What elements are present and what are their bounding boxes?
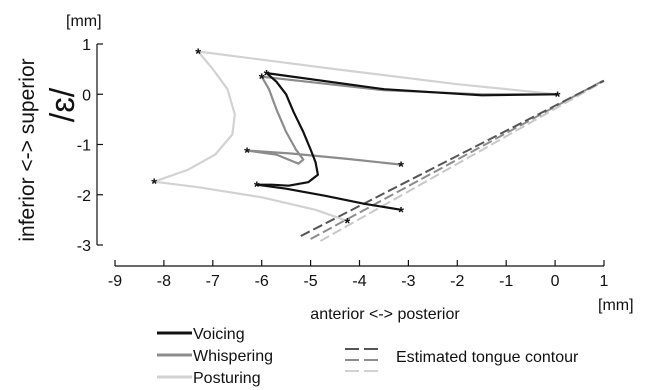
data-curves: ********** bbox=[151, 46, 605, 242]
legend-label-posturing: Posturing bbox=[193, 370, 261, 387]
series-posturing-marker: * bbox=[344, 215, 350, 232]
y-tick-label: -1 bbox=[77, 138, 91, 155]
x-tick-label: -7 bbox=[206, 273, 220, 290]
y-tick-label: -3 bbox=[77, 238, 91, 255]
series-posturing-line-3 bbox=[153, 180, 349, 222]
series-whispering-line-3 bbox=[245, 149, 403, 166]
y-tick-label: -2 bbox=[77, 188, 91, 205]
x-tick-label: -3 bbox=[401, 273, 415, 290]
x-tick-label: -6 bbox=[255, 273, 269, 290]
x-tick-label: -8 bbox=[157, 273, 171, 290]
y-axis-label: inferior <-> superior bbox=[16, 58, 39, 241]
series-voicing-line-2 bbox=[255, 71, 319, 187]
series-posturing-line-2 bbox=[153, 50, 236, 183]
vowel-label: /ɛ/ bbox=[44, 87, 82, 122]
series-whispering-marker: * bbox=[259, 71, 265, 88]
series-voicing-line-1 bbox=[265, 71, 559, 97]
series-posturing-marker: * bbox=[195, 46, 201, 63]
x-unit-label: [mm] bbox=[598, 297, 634, 314]
legend-label-contour: Estimated tongue contour bbox=[396, 349, 579, 366]
legend: Voicing Whispering Posturing Estimated t… bbox=[157, 326, 579, 387]
y-unit-label: [mm] bbox=[66, 13, 102, 30]
x-tick-label: -9 bbox=[108, 273, 122, 290]
series-voicing-marker: * bbox=[398, 204, 404, 221]
series-posturing-line-1 bbox=[197, 50, 559, 96]
y-tick-label: 0 bbox=[82, 87, 91, 104]
x-tick-label: -2 bbox=[450, 273, 464, 290]
series-whispering-line-2 bbox=[245, 75, 305, 165]
tongue-contour-posturing bbox=[319, 80, 605, 242]
x-tick-label: 0 bbox=[551, 273, 560, 290]
series-voicing-marker: * bbox=[555, 88, 561, 105]
x-tick-label: -1 bbox=[499, 273, 513, 290]
x-tick-label: -5 bbox=[303, 273, 317, 290]
axes: -9 -8 -7 -6 -5 -4 -3 -2 -1 0 1 1 0 -1 -2 -3 bbox=[77, 37, 609, 290]
series-whispering-marker: * bbox=[398, 159, 404, 176]
y-tick-label: 1 bbox=[82, 37, 91, 54]
series-posturing-marker: * bbox=[151, 176, 157, 193]
series-voicing-line-3 bbox=[255, 183, 403, 211]
x-tick-label: -4 bbox=[352, 273, 366, 290]
series-voicing-marker: * bbox=[264, 67, 270, 84]
series-voicing-marker: * bbox=[254, 179, 260, 196]
tongue-contour-voicing bbox=[300, 79, 605, 237]
legend-label-whispering: Whispering bbox=[193, 348, 273, 365]
legend-label-voicing: Voicing bbox=[193, 326, 245, 343]
x-tick-label: 1 bbox=[600, 273, 609, 290]
series-whispering-marker: * bbox=[244, 145, 250, 162]
x-axis-label: anterior <-> posterior bbox=[310, 306, 460, 323]
